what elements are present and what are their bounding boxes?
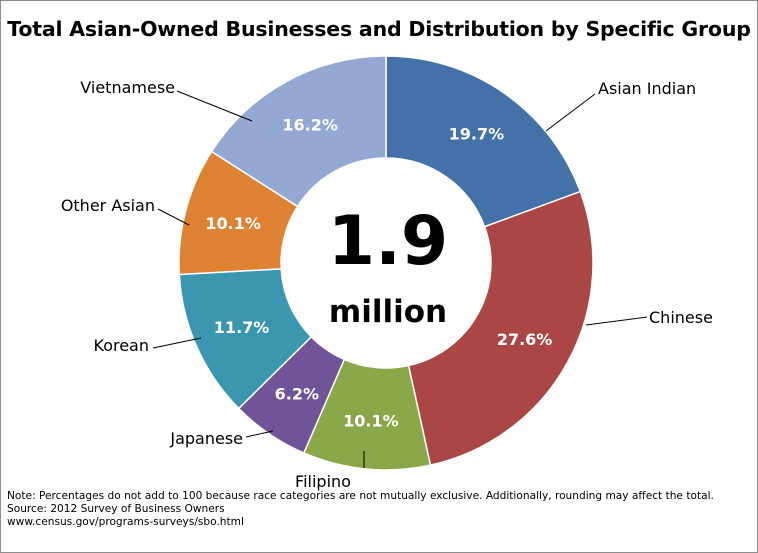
slice-vietnamese bbox=[210, 55, 387, 208]
center-unit: million bbox=[329, 294, 447, 330]
leader-line-other-asian bbox=[157, 208, 190, 226]
leader-line-korean bbox=[152, 337, 202, 349]
pct-label-japanese: 6.2% bbox=[275, 384, 319, 403]
slice-asian-indian bbox=[385, 55, 582, 228]
source-url: www.census.gov/programs-surveys/sbo.html bbox=[7, 516, 244, 529]
pct-label-filipino: 10.1% bbox=[343, 411, 399, 430]
leader-line-japanese bbox=[245, 430, 274, 438]
category-label-vietnamese: Vietnamese bbox=[80, 78, 175, 97]
pct-label-asian-indian: 19.7% bbox=[449, 124, 505, 143]
category-label-korean: Korean bbox=[94, 336, 150, 355]
chart-title: Total Asian-Owned Businesses and Distrib… bbox=[7, 17, 751, 41]
category-label-chinese: Chinese bbox=[649, 308, 713, 327]
pct-label-vietnamese: 16.2% bbox=[282, 115, 338, 134]
chart-notes: Note: Percentages do not add to 100 beca… bbox=[7, 490, 752, 530]
category-label-asian-indian: Asian Indian bbox=[598, 79, 696, 98]
pct-label-chinese: 27.6% bbox=[497, 330, 553, 349]
category-label-filipino: Filipino bbox=[295, 472, 351, 491]
note-text: Note: Percentages do not add to 100 beca… bbox=[7, 490, 714, 502]
slice-chinese bbox=[407, 190, 594, 467]
leader-line-vietnamese bbox=[176, 90, 253, 122]
category-label-japanese: Japanese bbox=[169, 429, 243, 448]
pct-label-korean: 11.7% bbox=[214, 318, 270, 337]
category-label-other-asian: Other Asian bbox=[61, 196, 155, 215]
leader-line-chinese bbox=[585, 316, 648, 326]
center-value: 1.9 bbox=[328, 202, 448, 281]
leader-line-asian-indian bbox=[545, 93, 596, 132]
pct-label-other-asian: 10.1% bbox=[205, 214, 261, 233]
source-text: Source: 2012 Survey of Business Owners bbox=[7, 503, 225, 516]
